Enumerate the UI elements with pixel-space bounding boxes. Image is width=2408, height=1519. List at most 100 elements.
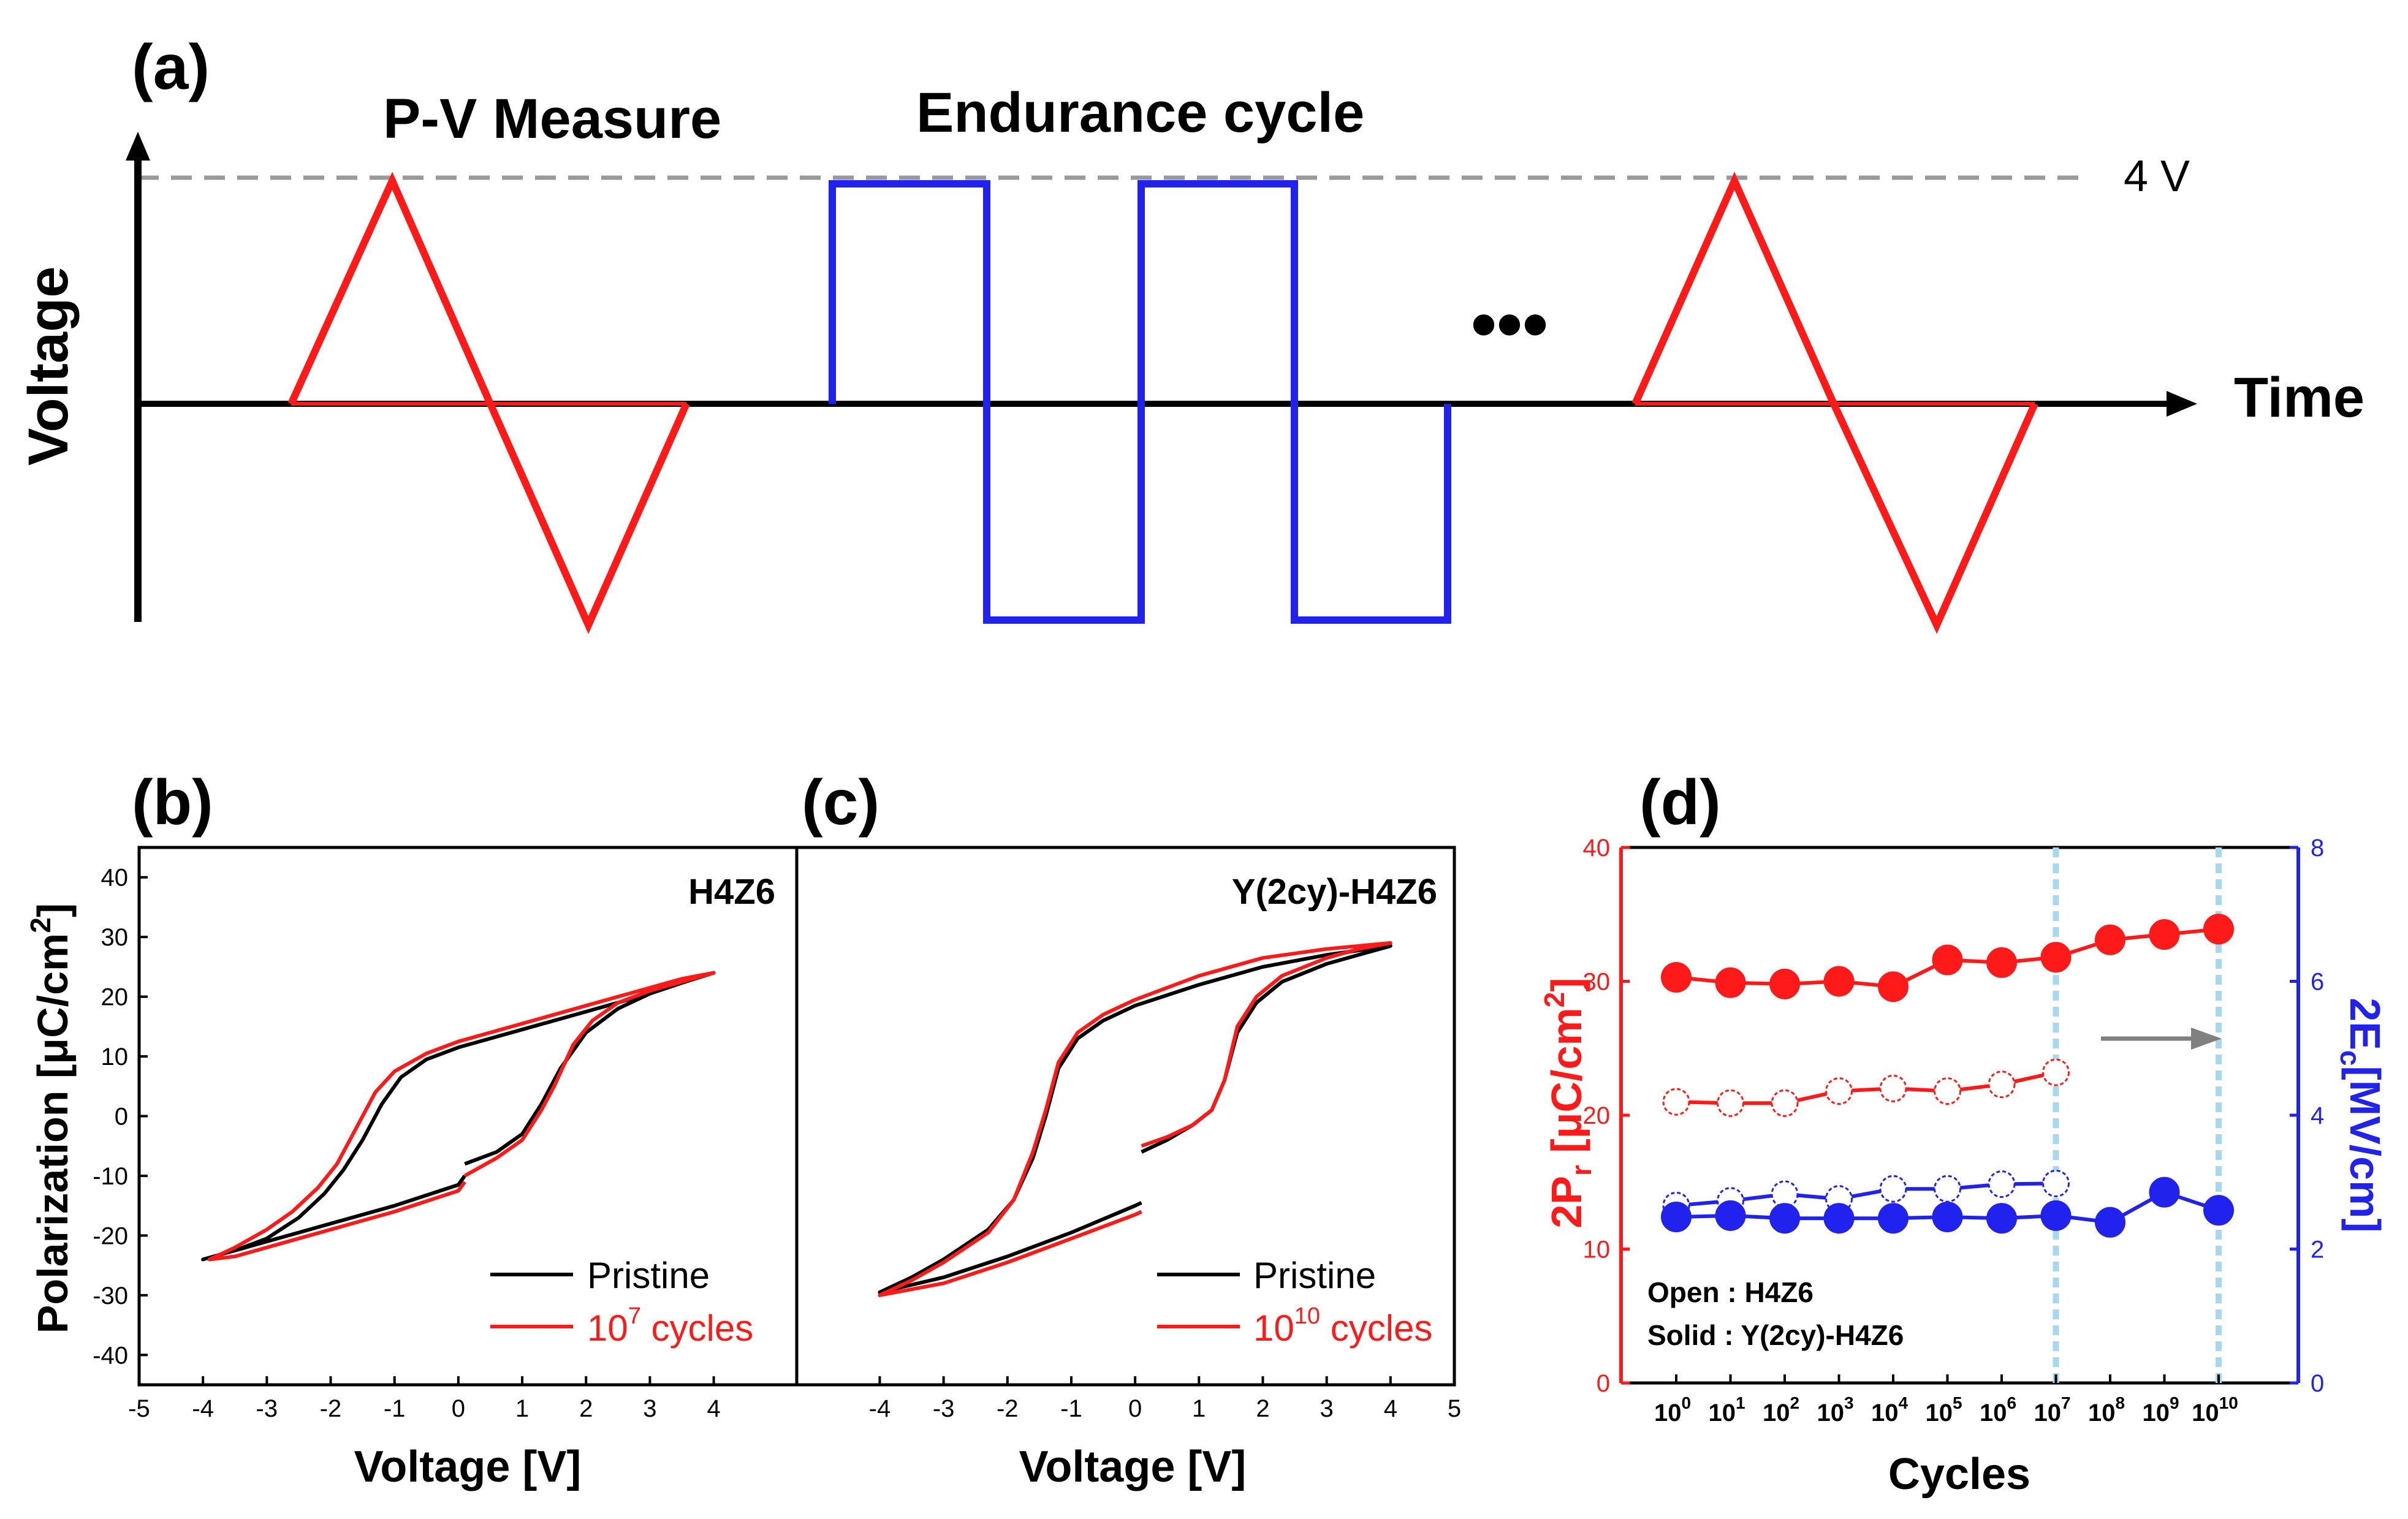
panel-b-xlabel: Voltage [V] (354, 1442, 582, 1491)
x-tick-label: 3 (643, 1395, 656, 1422)
left-y-tick-label: 0 (1597, 1370, 1610, 1397)
pr-ylabel-sup: 2 (1538, 992, 1570, 1008)
endurance-point-solid (1932, 944, 1963, 975)
endurance-point-open (1879, 1175, 1907, 1203)
endurance-point-solid (1986, 947, 2017, 978)
left-y-tick-label: 30 (1583, 969, 1611, 996)
endurance-point-solid (2095, 1206, 2125, 1238)
y-tick-label: -20 (93, 1222, 128, 1249)
ec-ylabel-sub: c (2334, 1050, 2366, 1066)
endurance-point-solid (2149, 1176, 2180, 1208)
open-marker-note: Open : H4Z6 (1647, 1276, 1814, 1308)
panel-c-ticks: -4 -3 -2 -1 0 1 2 3 4 5 (869, 1376, 1461, 1422)
endurance-point-open (1717, 1089, 1744, 1117)
endurance-point-solid (1986, 1203, 2017, 1234)
x-tick-label: -4 (869, 1395, 891, 1422)
endurance-point-solid (2203, 914, 2234, 945)
endurance-point-solid (1661, 1202, 1692, 1233)
endurance-point-open (1771, 1089, 1799, 1117)
endurance-point-open (1934, 1175, 1961, 1203)
legend-c-cycled-text: 1010 cycles (1253, 1303, 1432, 1349)
ec-ylabel-main: 2E (2341, 998, 2389, 1050)
panel-c-sample-label: Y(2cy)-H4Z6 (1232, 872, 1437, 912)
legend-c-cycled-base: 10 (1253, 1308, 1294, 1349)
panel-d-label: (d) (1639, 767, 1721, 838)
x-tick-label: 0 (452, 1395, 465, 1422)
polarization-ylabel: Polarization [μC/cm2] (25, 903, 77, 1333)
voltage-axis-arrowhead (126, 132, 150, 161)
x-tick-label: 100 (1654, 1393, 1691, 1426)
endurance-point-solid (1823, 966, 1855, 997)
solid-marker-note: Solid : Y(2cy)-H4Z6 (1647, 1319, 1904, 1351)
ec-ylabel-end: [MV/cm] (2341, 1066, 2389, 1232)
ellipsis-dots: ••• (1471, 283, 1548, 365)
x-tick-label: 1010 (2192, 1393, 2238, 1426)
endurance-point-solid (1769, 1203, 1800, 1234)
panel-d: (d) 0 10 20 30 40 0 2 4 6 8 100 101 102 103 104 105 106 1… (1538, 767, 2389, 1499)
legend-b-cycled-exp: 7 (628, 1303, 641, 1329)
pr-ylabel-sub: r (1565, 1165, 1597, 1176)
x-tick-label: 1 (515, 1395, 529, 1422)
hysteresis-curve-pristine (201, 971, 716, 1262)
y-tick-label: 10 (101, 1044, 129, 1070)
endurance-pulse-train (829, 180, 1451, 624)
panel-d-series (1661, 914, 2234, 1238)
panel-c-curves (878, 941, 1392, 1297)
right-y-tick-label: 8 (2311, 835, 2324, 862)
endurance-point-open (2042, 1058, 2070, 1086)
endurance-point-solid (2203, 1195, 2234, 1226)
voltage-axis-label: Voltage (17, 267, 80, 466)
legend-b-cycled-suffix: cycles (641, 1308, 753, 1349)
x-tick-label: 2 (1256, 1395, 1269, 1422)
endurance-point-open (1988, 1170, 2016, 1199)
left-y-tick-label: 40 (1583, 835, 1611, 862)
panel-c: (c) Y(2cy)-H4Z6 -4 -3 -2 -1 0 1 2 3 4 5 Voltage [… (795, 767, 1461, 1491)
left-y-tick-label: 20 (1583, 1102, 1611, 1129)
time-axis-arrowhead (2167, 391, 2197, 417)
x-tick-label: 4 (707, 1395, 720, 1422)
x-tick-label: -2 (997, 1395, 1019, 1422)
right-y-tick-label: 2 (2311, 1237, 2324, 1263)
x-tick-label: 101 (1708, 1393, 1745, 1426)
endurance-point-solid (1878, 971, 1909, 1002)
panel-d-ticks: 0 10 20 30 40 0 2 4 6 8 100 101 102 103 104 105 106 107 10… (1583, 835, 2325, 1426)
x-tick-label: 102 (1763, 1393, 1799, 1426)
endurance-point-open (2042, 1169, 2070, 1197)
4v-level-label: 4 V (2124, 152, 2190, 201)
panel-c-xlabel: Voltage [V] (1019, 1442, 1247, 1491)
ec-ylabel: 2Ec[MV/cm] (2334, 998, 2389, 1232)
left-y-tick-label: 10 (1583, 1237, 1611, 1263)
panel-b: (b) H4Z6 -5 -4 -3 -2 -1 0 1 2 3 4-40-30-20-100102… (25, 767, 799, 1491)
panel-a-label: (a) (132, 32, 210, 103)
x-tick-label: -3 (933, 1395, 955, 1422)
x-tick-label: -2 (320, 1395, 342, 1422)
pr-ylabel-main: 2P (1543, 1176, 1590, 1229)
endurance-point-solid (1932, 1202, 1963, 1233)
pr-ylabel: 2Pr [μC/cm2] (1538, 977, 1597, 1228)
endurance-point-solid (1823, 1203, 1855, 1234)
endurance-point-open (1879, 1074, 1907, 1102)
y-tick-label: 30 (101, 924, 129, 951)
hysteresis-curve-cycled (878, 941, 1392, 1297)
panel-c-label: (c) (802, 767, 879, 838)
x-tick-label: 0 (1128, 1395, 1142, 1422)
x-tick-label: 105 (1925, 1393, 1962, 1426)
right-y-tick-label: 4 (2311, 1102, 2324, 1129)
legend-b-pristine-text: Pristine (587, 1255, 710, 1296)
ylabel-end: ] (29, 903, 77, 917)
endurance-point-solid (1661, 961, 1692, 993)
ylabel-main: Polarization [μC/cm (29, 933, 77, 1333)
right-y-tick-label: 0 (2311, 1370, 2324, 1397)
x-tick-label: 106 (1980, 1393, 2016, 1426)
x-tick-label: -1 (1060, 1395, 1082, 1422)
panel-b-sample-label: H4Z6 (688, 872, 775, 912)
x-tick-label: 1 (1192, 1395, 1206, 1422)
x-tick-label: 104 (1871, 1393, 1909, 1426)
y-tick-label: -40 (93, 1342, 128, 1369)
endurance-cycle-title: Endurance cycle (916, 81, 1364, 144)
endurance-point-solid (1878, 1203, 1909, 1234)
endurance-point-solid (2095, 924, 2125, 955)
panel-a: (a) P-V Measure Endurance cycle Voltage … (17, 32, 2364, 634)
